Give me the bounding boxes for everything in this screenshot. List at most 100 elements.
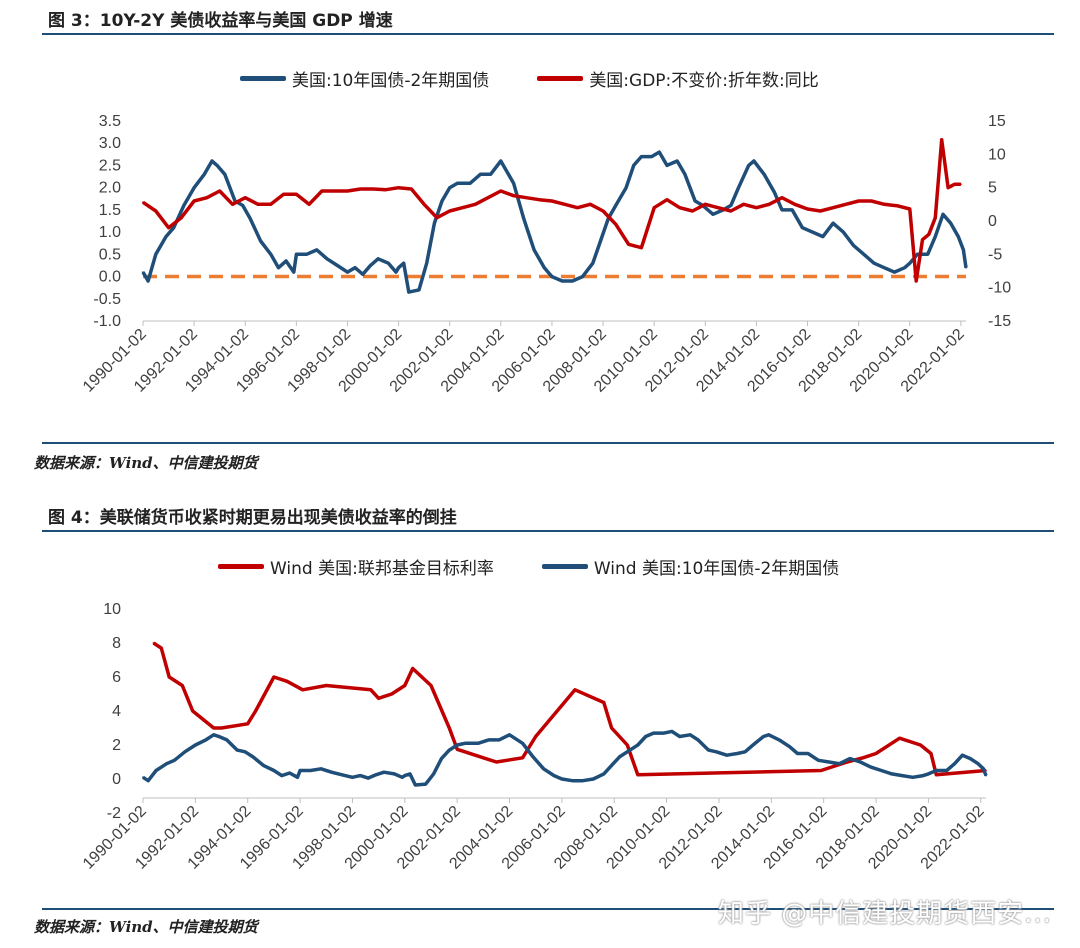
data-point-series-2 [436,216,438,219]
data-point-series-1 [599,240,602,242]
data-point-series-2 [384,188,387,191]
data-point-series-1 [183,204,185,207]
data-point-series-1 [862,253,865,256]
data-point-series-2 [257,203,259,206]
data-point-series-2 [982,767,985,770]
data-point-series-2 [269,203,272,206]
data-point-series-2 [184,750,186,753]
data-point-series-2 [870,200,873,202]
y-tick-label-left: 0 [112,771,121,788]
figure-4-legend: Wind 美国:联邦基金目标利率 Wind 美国:10年国债-2年期国债 [218,554,877,579]
series-line-1 [141,150,968,294]
data-point-series-2 [589,203,592,206]
data-point-series-1 [962,249,965,251]
data-point-series-2 [397,186,400,189]
data-point-series-2 [796,752,799,755]
data-point-series-2 [383,771,385,774]
data-point-series-2 [961,754,964,757]
data-point-series-1 [191,710,194,712]
data-point-series-1 [430,684,432,687]
data-point-series-2 [670,730,673,733]
data-point-series-1 [246,722,249,725]
figure-4-title: 图 4：美联储货币收紧时期更易出现美债收益率的倒挂 [48,508,457,528]
data-point-series-2 [934,216,937,219]
data-point-series-2 [742,203,745,206]
data-point-series-1 [898,737,901,740]
data-point-series-2 [807,752,809,755]
data-point-series-2 [602,773,605,775]
data-point-series-1 [499,160,502,162]
data-point-series-1 [934,235,937,238]
data-point-series-2 [236,749,239,751]
legend-label-gdp: 美国:GDP:不变价:折年数:同比 [589,71,819,91]
data-point-series-2 [296,776,299,779]
data-point-series-2 [341,773,343,776]
y-tick-label-left: 2.5 [99,157,121,174]
data-point-series-2 [218,735,220,738]
legend-swatch-spread [240,76,286,81]
data-point-series-1 [875,752,877,755]
data-point-series-2 [225,739,228,741]
data-point-series-2 [155,769,158,772]
data-point-series-2 [901,774,904,777]
data-point-series-1 [411,667,414,670]
data-point-series-2 [960,183,962,186]
figure-3-title: 图 3：10Y-2Y 美债收益率与美国 GDP 增速 [48,11,393,31]
data-point-series-2 [432,773,435,775]
data-point-series-1 [534,735,537,738]
data-point-series-2 [678,206,681,209]
data-point-series-1 [632,164,635,167]
legend-item-fed-rate: Wind 美国:联邦基金目标利率 [218,554,494,579]
data-point-series-2 [788,745,791,748]
data-point-series-2 [193,200,196,202]
data-point-series-1 [397,266,400,269]
data-point-series-1 [571,280,574,282]
data-point-series-2 [474,203,477,206]
data-point-series-2 [512,194,515,197]
y-tick-label-left: 2.0 [99,180,121,197]
data-point-series-1 [965,266,967,269]
y-tick-label-right: 15 [988,113,1006,130]
data-point-series-2 [375,773,377,776]
data-point-series-2 [273,769,275,772]
data-point-series-1 [773,191,776,194]
legend-swatch-gdp [537,76,584,81]
data-point-series-2 [627,243,630,246]
data-point-series-2 [767,733,770,736]
data-point-series-1 [533,249,535,251]
data-point-series-1 [193,186,196,189]
y-tick-label-left: -0.5 [93,291,121,308]
data-point-series-1 [395,271,397,273]
data-point-series-1 [636,773,639,776]
data-point-series-1 [325,684,328,687]
data-point-series-1 [753,160,755,162]
data-point-series-1 [212,727,215,729]
data-point-series-2 [498,739,500,741]
data-point-series-2 [487,196,489,199]
data-point-series-2 [212,733,215,736]
data-point-series-2 [969,757,972,760]
data-point-series-2 [525,196,528,199]
data-point-series-2 [320,767,322,770]
data-point-series-2 [869,766,872,768]
data-point-series-2 [653,206,656,209]
data-point-series-2 [663,732,665,734]
data-point-series-2 [940,138,943,141]
y-tick-label-right: -5 [988,246,1002,263]
data-point-series-2 [626,750,629,753]
data-point-series-1 [259,240,262,242]
data-point-series-1 [147,280,150,282]
data-point-series-1 [747,164,750,167]
data-point-series-2 [880,769,883,772]
data-point-series-1 [152,642,155,644]
data-point-series-2 [610,764,613,767]
legend-swatch-spread-2 [541,564,588,569]
data-point-series-2 [793,203,796,206]
y-tick-label-left: 3.5 [99,113,121,130]
data-point-series-1 [781,209,783,211]
data-point-series-2 [915,280,918,282]
data-point-series-2 [689,733,692,736]
data-point-series-2 [321,190,323,192]
data-point-series-2 [908,208,911,210]
